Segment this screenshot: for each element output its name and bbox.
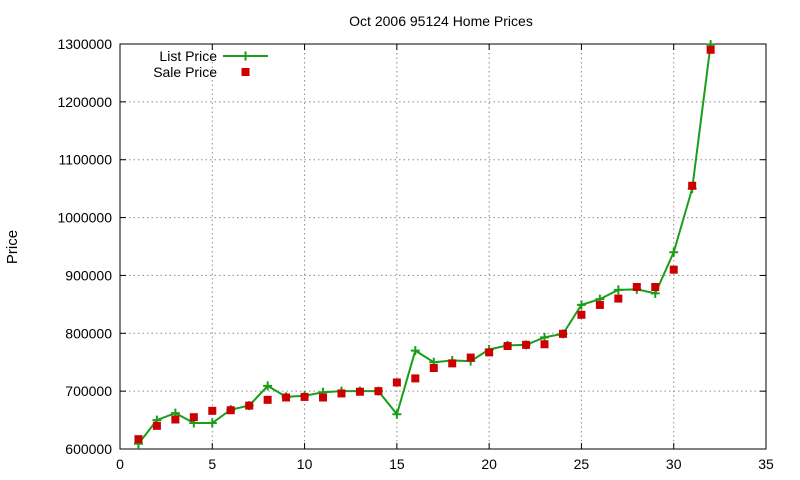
sale-price-point — [558, 329, 567, 338]
y-axis-label: Price — [4, 230, 21, 264]
x-tick-label: 15 — [389, 456, 405, 472]
list-price-point — [263, 381, 273, 391]
sale-price-point — [319, 393, 328, 402]
legend-label-list-price: List Price — [159, 48, 217, 64]
sale-price-point — [189, 413, 198, 422]
sale-price-point — [669, 265, 678, 274]
sale-price-point — [466, 353, 475, 362]
list-price-point — [410, 346, 420, 356]
chart-title: Oct 2006 95124 Home Prices — [349, 13, 533, 29]
sale-price-point — [577, 310, 586, 319]
sale-price-point — [355, 387, 364, 396]
x-tick-label: 20 — [481, 456, 497, 472]
list-price-point — [669, 247, 679, 257]
sale-price-point — [300, 392, 309, 401]
list-price-point — [576, 300, 586, 310]
x-tick-label: 35 — [758, 456, 774, 472]
y-tick-label: 1000000 — [57, 210, 112, 226]
sale-price-point — [448, 359, 457, 368]
sale-price-point — [411, 374, 420, 383]
sale-price-point — [134, 435, 143, 444]
legend-marker-list-price — [241, 51, 250, 61]
x-tick-label: 25 — [574, 456, 590, 472]
sale-price-point — [503, 342, 512, 351]
sale-price-point — [632, 283, 641, 291]
sale-price-point — [171, 415, 180, 424]
sale-price-point — [614, 294, 623, 303]
legend-marker-sale-price — [241, 68, 250, 76]
y-tick-label: 700000 — [65, 383, 112, 399]
legend-label-sale-price: Sale Price — [153, 64, 217, 80]
sale-price-point — [522, 340, 531, 349]
sale-price-point — [392, 378, 401, 387]
list-price-point — [613, 285, 623, 295]
sale-price-point — [337, 389, 346, 398]
sale-price-point — [152, 421, 161, 430]
sale-price-point — [245, 401, 254, 410]
plot-border — [119, 43, 767, 450]
sale-price-point — [429, 364, 438, 372]
y-tick-label: 1100000 — [59, 152, 113, 168]
list-price-point — [207, 418, 217, 428]
list-price-point — [392, 409, 402, 419]
sale-price-point — [595, 300, 604, 309]
sale-price-point — [282, 393, 291, 402]
sale-price-point — [688, 181, 697, 190]
y-tick-label: 900000 — [65, 267, 112, 283]
sale-price-point — [706, 45, 715, 54]
x-tick-label: 0 — [116, 456, 124, 472]
y-tick-label: 800000 — [65, 325, 112, 341]
y-tick-label: 600000 — [65, 441, 112, 457]
sale-price-point — [226, 406, 235, 415]
x-tick-label: 10 — [297, 456, 313, 472]
series-layer — [133, 40, 716, 449]
tick-layer: 0 5 10 15 20 25 30 35 600000 700000 800000 900000 10… — [57, 36, 774, 472]
y-tick-label: 1200000 — [57, 94, 112, 110]
x-tick-label: 5 — [208, 456, 216, 472]
y-tick-label: 1300000 — [57, 36, 112, 52]
sale-price-point — [485, 348, 494, 357]
sale-price-point — [651, 283, 660, 291]
grid-layer — [120, 44, 766, 449]
sale-price-point — [540, 340, 549, 349]
sale-price-point — [208, 406, 217, 415]
x-tick-label: 30 — [666, 456, 682, 472]
sale-price-point — [374, 387, 383, 396]
sale-price-point — [263, 395, 272, 404]
